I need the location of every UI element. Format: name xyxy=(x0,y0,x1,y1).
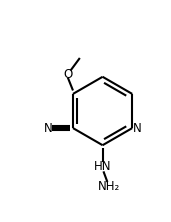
Text: O: O xyxy=(63,68,73,81)
Text: HN: HN xyxy=(94,160,111,173)
Text: N: N xyxy=(133,122,141,135)
Text: N: N xyxy=(44,122,52,135)
Text: NH₂: NH₂ xyxy=(98,180,121,193)
